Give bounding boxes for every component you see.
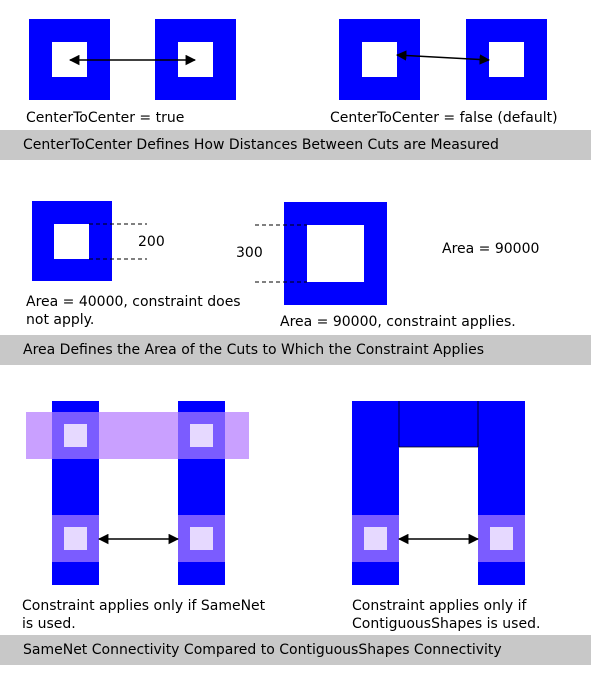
area-label-right: Area = 90000 [442,241,540,257]
area-large-figure [255,202,387,305]
top-bridge [352,401,525,447]
caption-same-net: Constraint applies only if SameNet is us… [22,598,266,632]
same-net-figure [26,401,249,585]
cut-top-left [64,424,87,447]
center-to-center-false-figure [339,19,547,100]
cut-small [54,224,89,259]
cut-left [362,42,397,77]
cut-top-right [190,424,213,447]
caption-area-large: Area = 90000, constraint applies. [280,314,516,330]
banner-area: Area Defines the Area of the Cuts to Whi… [0,335,591,365]
caption-center-true: CenterToCenter = true [26,110,185,126]
center-to-center-true-figure [29,19,236,100]
banner-connectivity: SameNet Connectivity Compared to Contigu… [0,635,591,665]
contiguous-shapes-figure [352,401,525,585]
cut-bottom-right [190,527,213,550]
caption-contiguous-shapes: Constraint applies only if ContiguousSha… [352,598,541,632]
caption-area-small: Area = 40000, constraint does not apply. [26,294,241,328]
area-small-figure [32,201,147,281]
distance-arrow-edge [395,50,491,65]
cut-bottom-left [364,527,387,550]
dimension-label-200: 200 [138,234,165,250]
caption-center-false: CenterToCenter = false (default) [330,110,558,126]
cut-bottom-right [490,527,513,550]
cut-large [307,225,364,282]
dimension-label-300: 300 [236,245,263,261]
cut-bottom-left [64,527,87,550]
cut-right [489,42,524,77]
banner-center-to-center: CenterToCenter Defines How Distances Bet… [0,130,591,160]
